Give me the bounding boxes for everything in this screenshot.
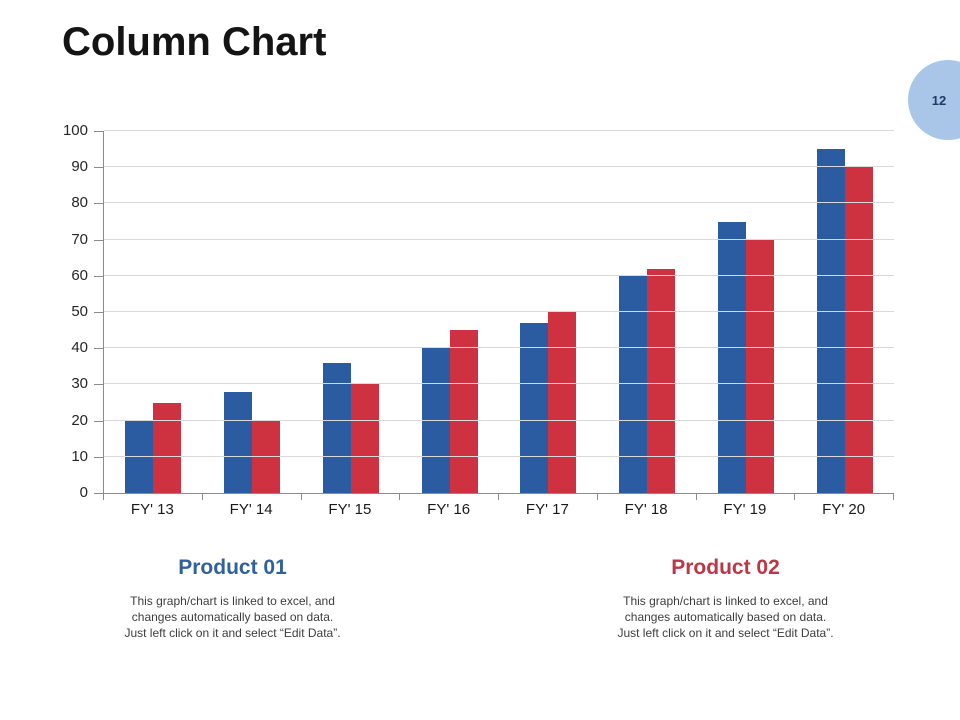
gridline (104, 383, 894, 385)
slide-title: Column Chart (62, 20, 327, 64)
y-tick (94, 348, 103, 350)
gridline (104, 347, 894, 349)
bar-product-02 (449, 330, 478, 493)
y-tick (94, 167, 103, 169)
x-tick (696, 494, 697, 500)
gridline (104, 311, 894, 312)
bar-product-01 (816, 149, 845, 493)
gridline (104, 419, 894, 421)
caption-product-02: Product 02 This graph/chart is linked to… (553, 556, 898, 641)
caption-line: changes automatically based on data. (624, 610, 827, 624)
bar-product-02 (252, 420, 281, 493)
page-number-badge: 12 (908, 60, 960, 140)
category-group (302, 131, 401, 493)
caption-line: This graph/chart is linked to excel, and (623, 594, 828, 608)
y-axis-label: 30 (71, 375, 88, 393)
x-tick (202, 494, 203, 500)
caption-title-product-02: Product 02 (671, 556, 780, 579)
x-axis-label: FY' 14 (229, 501, 273, 518)
y-tick (94, 131, 103, 132)
category-group (499, 131, 598, 493)
plot-area (103, 130, 894, 494)
caption-title-product-01: Product 01 (178, 556, 287, 579)
bar-product-01 (717, 221, 746, 493)
x-axis-label: FY' 18 (624, 501, 668, 518)
y-tick (94, 420, 103, 422)
y-tick (94, 312, 103, 313)
y-axis-label: 50 (71, 303, 88, 320)
y-tick (94, 384, 103, 386)
bar-product-02 (153, 402, 182, 493)
bar-product-02 (844, 167, 873, 493)
bar-product-01 (520, 322, 549, 493)
x-tick (498, 494, 499, 500)
caption-line: Just left click on it and select “Edit D… (124, 626, 341, 640)
gridline (104, 274, 894, 276)
caption-product-01: Product 01 This graph/chart is linked to… (60, 556, 405, 641)
gridline (104, 130, 894, 131)
x-axis-label: FY' 19 (723, 501, 767, 518)
y-tick (94, 275, 103, 277)
gridline (104, 202, 894, 204)
x-axis-label: FY' 20 (822, 501, 866, 518)
y-axis-labels: 0 10 20 30 40 50 60 70 80 90 100 (40, 122, 88, 501)
bar-product-01 (322, 362, 351, 493)
x-axis-label: FY' 17 (525, 501, 569, 518)
y-axis-label: 90 (71, 158, 88, 176)
gridline (104, 238, 894, 240)
category-group (697, 131, 796, 493)
x-tick (794, 494, 795, 500)
x-tick (103, 494, 104, 500)
bar-product-01 (619, 275, 648, 493)
x-axis-ticks (103, 494, 894, 500)
x-axis-label: FY' 13 (130, 501, 174, 518)
y-axis-label: 40 (71, 339, 88, 357)
x-tick (597, 494, 598, 500)
gridline (104, 166, 894, 168)
bars-row (104, 131, 894, 493)
bar-product-01 (421, 348, 450, 493)
y-axis-label: 10 (71, 447, 88, 465)
caption-line: changes automatically based on data. (131, 610, 334, 624)
y-tick (94, 203, 103, 205)
page-number: 12 (931, 92, 947, 108)
category-group (104, 131, 203, 493)
bar-product-01 (125, 420, 154, 493)
y-axis-label: 100 (62, 122, 88, 139)
y-axis-ticks (94, 131, 103, 494)
gridline (104, 455, 894, 457)
y-axis-label: 60 (71, 266, 88, 284)
x-tick (399, 494, 400, 500)
y-tick (94, 456, 103, 458)
y-axis-label: 20 (71, 411, 88, 429)
y-axis-label: 70 (71, 230, 88, 248)
bar-product-02 (350, 384, 379, 493)
category-group (203, 131, 302, 493)
caption-line: Just left click on it and select “Edit D… (617, 626, 834, 640)
category-group (598, 131, 697, 493)
bar-product-02 (548, 312, 577, 493)
y-axis-label: 80 (71, 194, 88, 212)
y-axis-label: 0 (79, 484, 88, 501)
bar-product-02 (745, 239, 774, 493)
category-group (795, 131, 894, 493)
y-tick (94, 493, 103, 494)
caption-line: This graph/chart is linked to excel, and (130, 594, 335, 608)
category-group (400, 131, 499, 493)
bar-product-02 (647, 268, 676, 493)
x-tick (893, 494, 894, 500)
x-axis-label: FY' 15 (328, 501, 372, 518)
y-tick (94, 239, 103, 241)
x-axis-labels: FY' 13 FY' 14 FY' 15 FY' 16 FY' 17 FY' 18 FY' … (103, 501, 893, 518)
bar-product-01 (224, 391, 253, 493)
x-axis-label: FY' 16 (427, 501, 471, 518)
x-tick (301, 494, 302, 500)
